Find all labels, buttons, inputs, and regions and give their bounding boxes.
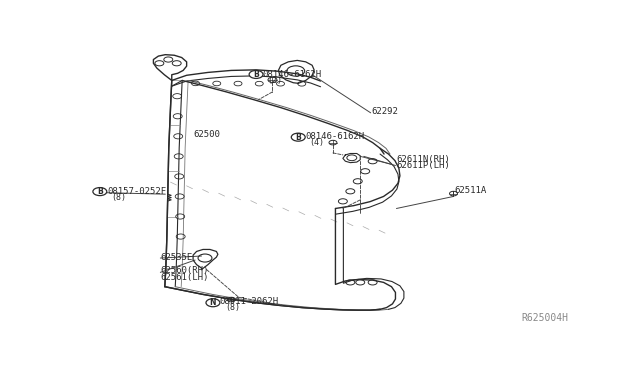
Text: (8): (8) [111, 193, 126, 202]
Text: (4): (4) [309, 138, 324, 147]
Text: B: B [97, 187, 102, 196]
Text: 08911-2062H: 08911-2062H [220, 297, 279, 307]
Circle shape [249, 70, 263, 78]
Text: 62500: 62500 [193, 130, 220, 140]
Text: 62611P(LH): 62611P(LH) [396, 161, 450, 170]
Text: B: B [296, 133, 301, 142]
Text: (8): (8) [225, 303, 240, 312]
Text: 62511A: 62511A [454, 186, 487, 195]
Text: 62560(RH): 62560(RH) [161, 266, 209, 275]
Text: (2): (2) [268, 76, 282, 85]
Circle shape [93, 187, 107, 196]
Text: R625004H: R625004H [522, 313, 568, 323]
Circle shape [291, 133, 305, 141]
Text: N: N [210, 298, 216, 307]
Text: 62292: 62292 [372, 107, 399, 116]
Text: 62561(LH): 62561(LH) [161, 273, 209, 282]
Text: B: B [253, 70, 259, 79]
Text: 62611N(RH): 62611N(RH) [396, 155, 450, 164]
Circle shape [206, 299, 220, 307]
Text: 08146-6162H: 08146-6162H [305, 132, 364, 141]
Text: 08146-6162H: 08146-6162H [262, 70, 322, 78]
Text: 62535E: 62535E [161, 253, 193, 262]
Text: 08157-0252F: 08157-0252F [108, 187, 166, 196]
